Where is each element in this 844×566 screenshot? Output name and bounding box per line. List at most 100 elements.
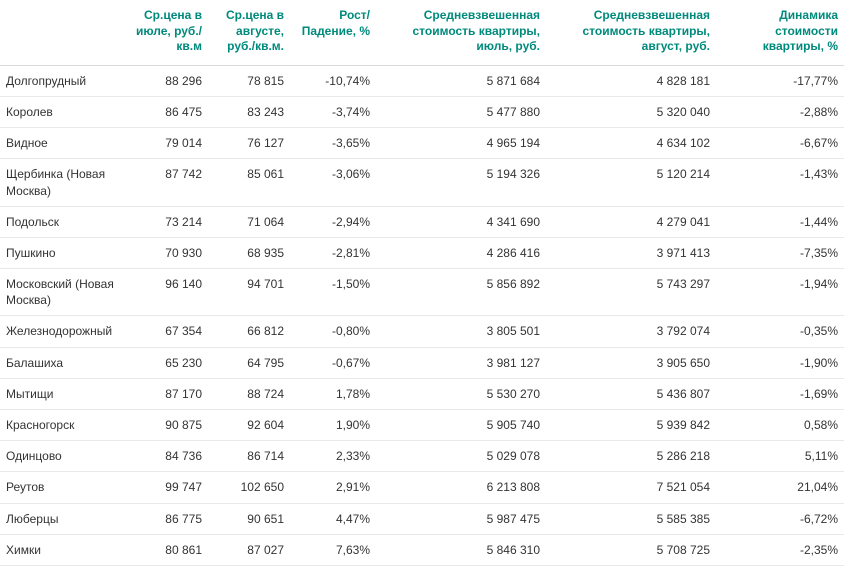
cell-dyn_pct: -1,90% bbox=[716, 347, 844, 378]
cell-weighted_july: 6 213 808 bbox=[376, 472, 546, 503]
cell-change_pct: -2,94% bbox=[290, 206, 376, 237]
cell-change_pct: 4,47% bbox=[290, 503, 376, 534]
col-header-weighted-july: Средневзвешенная стоимость квартиры, июл… bbox=[376, 0, 546, 65]
cell-weighted_aug: 5 436 807 bbox=[546, 378, 716, 409]
cell-weighted_aug: 5 320 040 bbox=[546, 96, 716, 127]
cell-weighted_july: 5 987 475 bbox=[376, 503, 546, 534]
cell-weighted_july: 4 286 416 bbox=[376, 237, 546, 268]
table-row: Мытищи87 17088 7241,78%5 530 2705 436 80… bbox=[0, 378, 844, 409]
cell-city: Подольск bbox=[0, 206, 128, 237]
cell-weighted_aug: 4 279 041 bbox=[546, 206, 716, 237]
cell-weighted_july: 5 856 892 bbox=[376, 269, 546, 316]
cell-change_pct: 2,33% bbox=[290, 441, 376, 472]
table-row: Реутов99 747102 6502,91%6 213 8087 521 0… bbox=[0, 472, 844, 503]
cell-weighted_july: 5 905 740 bbox=[376, 410, 546, 441]
cell-price_july: 87 170 bbox=[128, 378, 208, 409]
table-row: Московский (Новая Москва)96 14094 701-1,… bbox=[0, 269, 844, 316]
cell-price_july: 86 775 bbox=[128, 503, 208, 534]
cell-weighted_aug: 4 634 102 bbox=[546, 128, 716, 159]
table-row: Красногорск90 87592 6041,90%5 905 7405 9… bbox=[0, 410, 844, 441]
table-row: Долгопрудный88 29678 815-10,74%5 871 684… bbox=[0, 65, 844, 96]
price-table: Ср.цена в июле, руб./кв.м Ср.цена в авгу… bbox=[0, 0, 844, 566]
cell-change_pct: 1,78% bbox=[290, 378, 376, 409]
cell-weighted_july: 4 341 690 bbox=[376, 206, 546, 237]
cell-dyn_pct: -6,67% bbox=[716, 128, 844, 159]
col-header-dyn-pct: Динамика стоимости квартиры, % bbox=[716, 0, 844, 65]
cell-price_aug: 87 027 bbox=[208, 534, 290, 565]
table-row: Балашиха65 23064 795-0,67%3 981 1273 905… bbox=[0, 347, 844, 378]
cell-weighted_july: 5 846 310 bbox=[376, 534, 546, 565]
cell-price_aug: 85 061 bbox=[208, 159, 290, 206]
cell-dyn_pct: -1,44% bbox=[716, 206, 844, 237]
cell-weighted_aug: 7 521 054 bbox=[546, 472, 716, 503]
cell-weighted_july: 5 029 078 bbox=[376, 441, 546, 472]
cell-price_july: 80 861 bbox=[128, 534, 208, 565]
cell-price_aug: 78 815 bbox=[208, 65, 290, 96]
cell-change_pct: -3,65% bbox=[290, 128, 376, 159]
cell-city: Красногорск bbox=[0, 410, 128, 441]
cell-price_aug: 76 127 bbox=[208, 128, 290, 159]
cell-weighted_july: 5 871 684 bbox=[376, 65, 546, 96]
cell-weighted_aug: 5 743 297 bbox=[546, 269, 716, 316]
cell-dyn_pct: 21,04% bbox=[716, 472, 844, 503]
cell-dyn_pct: -1,94% bbox=[716, 269, 844, 316]
cell-weighted_aug: 5 708 725 bbox=[546, 534, 716, 565]
cell-city: Реутов bbox=[0, 472, 128, 503]
cell-weighted_july: 5 530 270 bbox=[376, 378, 546, 409]
cell-city: Пушкино bbox=[0, 237, 128, 268]
cell-city: Балашиха bbox=[0, 347, 128, 378]
cell-change_pct: -3,74% bbox=[290, 96, 376, 127]
cell-price_aug: 88 724 bbox=[208, 378, 290, 409]
table-row: Королев86 47583 243-3,74%5 477 8805 320 … bbox=[0, 96, 844, 127]
table-row: Щербинка (Новая Москва)87 74285 061-3,06… bbox=[0, 159, 844, 206]
cell-change_pct: 1,90% bbox=[290, 410, 376, 441]
col-header-change-pct: Рост/ Падение, % bbox=[290, 0, 376, 65]
cell-dyn_pct: -7,35% bbox=[716, 237, 844, 268]
cell-change_pct: -10,74% bbox=[290, 65, 376, 96]
cell-price_aug: 66 812 bbox=[208, 316, 290, 347]
cell-price_july: 90 875 bbox=[128, 410, 208, 441]
table-row: Люберцы86 77590 6514,47%5 987 4755 585 3… bbox=[0, 503, 844, 534]
cell-weighted_aug: 5 585 385 bbox=[546, 503, 716, 534]
cell-weighted_july: 4 965 194 bbox=[376, 128, 546, 159]
table-row: Одинцово84 73686 7142,33%5 029 0785 286 … bbox=[0, 441, 844, 472]
cell-city: Долгопрудный bbox=[0, 65, 128, 96]
table-row: Подольск73 21471 064-2,94%4 341 6904 279… bbox=[0, 206, 844, 237]
cell-dyn_pct: 5,11% bbox=[716, 441, 844, 472]
col-header-city bbox=[0, 0, 128, 65]
cell-price_july: 86 475 bbox=[128, 96, 208, 127]
cell-change_pct: -3,06% bbox=[290, 159, 376, 206]
cell-dyn_pct: -6,72% bbox=[716, 503, 844, 534]
cell-price_aug: 83 243 bbox=[208, 96, 290, 127]
table-body: Долгопрудный88 29678 815-10,74%5 871 684… bbox=[0, 65, 844, 565]
cell-weighted_aug: 5 939 842 bbox=[546, 410, 716, 441]
table-row: Химки80 86187 0277,63%5 846 3105 708 725… bbox=[0, 534, 844, 565]
cell-price_aug: 90 651 bbox=[208, 503, 290, 534]
cell-change_pct: -0,80% bbox=[290, 316, 376, 347]
cell-weighted_aug: 3 905 650 bbox=[546, 347, 716, 378]
cell-change_pct: 7,63% bbox=[290, 534, 376, 565]
cell-price_july: 73 214 bbox=[128, 206, 208, 237]
cell-weighted_july: 3 805 501 bbox=[376, 316, 546, 347]
cell-weighted_july: 5 194 326 bbox=[376, 159, 546, 206]
cell-city: Видное bbox=[0, 128, 128, 159]
cell-dyn_pct: -17,77% bbox=[716, 65, 844, 96]
cell-city: Московский (Новая Москва) bbox=[0, 269, 128, 316]
cell-price_aug: 71 064 bbox=[208, 206, 290, 237]
table-row: Видное79 01476 127-3,65%4 965 1944 634 1… bbox=[0, 128, 844, 159]
cell-price_aug: 64 795 bbox=[208, 347, 290, 378]
cell-city: Люберцы bbox=[0, 503, 128, 534]
col-header-price-aug: Ср.цена в августе, руб./кв.м. bbox=[208, 0, 290, 65]
cell-price_july: 70 930 bbox=[128, 237, 208, 268]
cell-price_aug: 94 701 bbox=[208, 269, 290, 316]
cell-city: Мытищи bbox=[0, 378, 128, 409]
cell-city: Железнодорожный bbox=[0, 316, 128, 347]
cell-change_pct: -0,67% bbox=[290, 347, 376, 378]
cell-dyn_pct: -0,35% bbox=[716, 316, 844, 347]
table-row: Железнодорожный67 35466 812-0,80%3 805 5… bbox=[0, 316, 844, 347]
cell-weighted_aug: 3 971 413 bbox=[546, 237, 716, 268]
cell-weighted_aug: 3 792 074 bbox=[546, 316, 716, 347]
cell-price_aug: 102 650 bbox=[208, 472, 290, 503]
table-header: Ср.цена в июле, руб./кв.м Ср.цена в авгу… bbox=[0, 0, 844, 65]
cell-weighted_aug: 5 120 214 bbox=[546, 159, 716, 206]
